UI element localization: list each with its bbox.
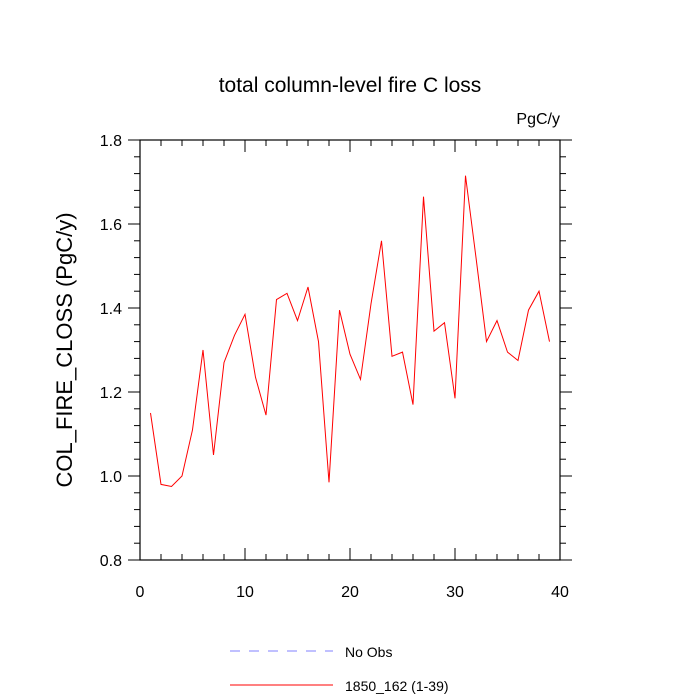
legend-label: No Obs — [345, 644, 392, 660]
plot-frame — [139, 139, 561, 561]
x-tick-label: 30 — [446, 584, 464, 601]
x-tick-labels: 0 10 20 30 40 — [136, 584, 569, 601]
x-tick-label: 40 — [551, 584, 569, 601]
y-tick-label: 0.8 — [100, 553, 122, 570]
x-tick-label: 0 — [136, 584, 145, 601]
y-tick-label: 1.8 — [100, 133, 122, 150]
y-tick-labels: 0.8 1.0 1.2 1.4 1.6 1.8 — [100, 133, 122, 570]
legend-label: 1850_162 (1-39) — [345, 678, 449, 694]
series-line — [150, 175, 550, 488]
y-tick-label: 1.2 — [100, 385, 122, 402]
x-tick-label: 10 — [236, 584, 254, 601]
legend: No Obs 1850_162 (1-39) — [230, 644, 449, 694]
series-layer — [150, 175, 550, 488]
chart-title: total column-level fire C loss — [219, 74, 482, 97]
y-axis-label: COL_FIRE_CLOSS (PgC/y) — [52, 212, 77, 487]
units-label: PgC/y — [516, 111, 560, 128]
y-tick-label: 1.6 — [100, 217, 122, 234]
y-tick-label: 1.0 — [100, 469, 122, 486]
y-tick-label: 1.4 — [100, 301, 122, 318]
axis-ticks — [128, 139, 572, 561]
x-tick-label: 20 — [341, 584, 359, 601]
